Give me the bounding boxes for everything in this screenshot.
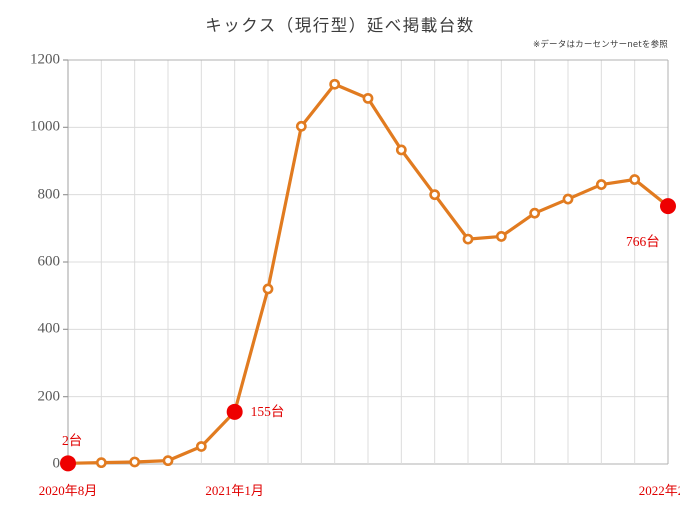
data-point-value-label: 2台 (62, 433, 83, 449)
x-tick-label: 2022年2月 (638, 483, 680, 498)
data-point-marker (395, 144, 407, 156)
data-point-marker (195, 441, 207, 452)
data-point-marker (162, 455, 174, 467)
highlighted-data-point (60, 455, 76, 472)
highlighted-data-point (226, 403, 243, 420)
chart-title: キックス（現行型）延べ掲載台数 (205, 16, 475, 35)
data-point-marker (95, 457, 107, 469)
data-point-marker (262, 283, 274, 295)
y-tick-label: 1000 (30, 118, 60, 135)
highlighted-data-point (660, 198, 676, 215)
data-point-marker (429, 189, 441, 201)
data-point-marker (329, 78, 341, 90)
data-point-marker (595, 179, 607, 190)
x-tick-label: 2021年1月 (205, 483, 264, 498)
data-point-marker (295, 120, 307, 132)
data-point-marker (129, 456, 141, 468)
y-tick-label: 200 (37, 388, 61, 405)
chart-source-note: ※データはカーセンサーnetを参照 (533, 40, 668, 50)
data-point-value-label: 766台 (626, 234, 660, 250)
data-point-value-label: 155台 (250, 403, 285, 419)
y-tick-label: 400 (37, 320, 61, 337)
data-point-marker (629, 174, 641, 185)
data-point-marker (529, 207, 541, 219)
data-point-marker (562, 193, 574, 205)
y-tick-label: 800 (37, 186, 61, 203)
data-point-markers (60, 78, 676, 472)
y-tick-label: 1200 (30, 51, 60, 68)
y-tick-label: 600 (37, 253, 61, 270)
grid-lines (67, 59, 669, 465)
x-tick-label: 2020年8月 (38, 483, 98, 498)
y-tick-label: 0 (52, 455, 61, 472)
data-point-marker (362, 92, 374, 104)
axis-lines (63, 59, 669, 465)
data-point-marker (495, 231, 507, 242)
data-point-marker (462, 233, 474, 245)
